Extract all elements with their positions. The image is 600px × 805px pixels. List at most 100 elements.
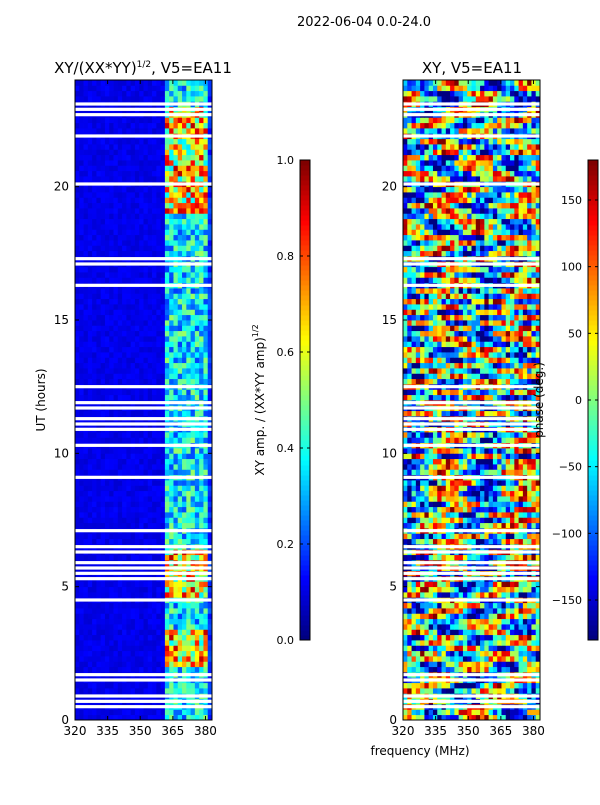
amplitude-heatmap-cell — [135, 331, 140, 337]
amplitude-heatmap-cell — [131, 187, 136, 193]
amplitude-heatmap-cell — [165, 251, 170, 257]
amplitude-heatmap-cell — [182, 411, 187, 417]
amplitude-heatmap-cell — [169, 389, 174, 395]
amplitude-heatmap-cell — [165, 224, 170, 230]
amplitude-heatmap-cell — [182, 160, 187, 166]
amplitude-heatmap-cell — [169, 533, 174, 539]
amplitude-heatmap-cell — [152, 464, 157, 470]
amplitude-heatmap-cell — [109, 336, 114, 342]
amplitude-colorbar-step — [300, 290, 310, 296]
amplitude-heatmap-cell — [195, 453, 200, 459]
amplitude-heatmap-cell — [126, 347, 131, 353]
amplitude-heatmap-cell — [101, 224, 106, 230]
amplitude-heatmap-cell — [161, 224, 166, 230]
amplitude-heatmap-cell — [118, 165, 123, 171]
amplitude-heatmap-cell — [75, 432, 80, 438]
data-gap-stripe — [75, 102, 212, 105]
amplitude-heatmap-cell — [109, 224, 114, 230]
phase-heatmap-cell — [454, 635, 459, 641]
amplitude-heatmap-cell — [92, 299, 97, 305]
amplitude-heatmap-cell — [169, 336, 174, 342]
amplitude-heatmap-cell — [161, 437, 166, 443]
amplitude-heatmap-cell — [105, 341, 110, 347]
phase-heatmap-cell — [472, 645, 477, 651]
phase-heatmap-cell — [446, 656, 451, 662]
amplitude-heatmap-cell — [139, 341, 144, 347]
amplitude-heatmap-cell — [88, 395, 93, 401]
amplitude-heatmap-cell — [88, 507, 93, 513]
phase-heatmap-cell — [514, 581, 519, 587]
amplitude-heatmap-cell — [165, 373, 170, 379]
phase-heatmap-cell — [501, 683, 506, 689]
amplitude-heatmap-cell — [148, 325, 153, 331]
amplitude-heatmap-cell — [126, 517, 131, 523]
data-gap-stripe — [75, 284, 212, 287]
amplitude-heatmap-cell — [88, 640, 93, 646]
amplitude-heatmap-cell — [156, 496, 161, 502]
amplitude-heatmap-cell — [156, 149, 161, 155]
amplitude-heatmap-cell — [126, 533, 131, 539]
amplitude-heatmap-cell — [144, 453, 149, 459]
amplitude-heatmap-cell — [79, 304, 84, 310]
amplitude-heatmap-cell — [148, 469, 153, 475]
amplitude-heatmap-cell — [114, 197, 119, 203]
amplitude-heatmap-cell — [195, 661, 200, 667]
amplitude-colorbar-step — [300, 190, 310, 196]
amplitude-heatmap-cell — [88, 523, 93, 529]
amplitude-heatmap-cell — [135, 629, 140, 635]
amplitude-heatmap-cell — [131, 325, 136, 331]
amplitude-heatmap-cell — [79, 640, 84, 646]
amplitude-heatmap-cell — [109, 448, 114, 454]
amplitude-heatmap-cell — [203, 501, 208, 507]
amplitude-colorbar-step — [300, 540, 310, 546]
amplitude-heatmap-cell — [195, 432, 200, 438]
amplitude-heatmap-cell — [178, 347, 183, 353]
amplitude-heatmap-cell — [88, 491, 93, 497]
amplitude-heatmap-cell — [92, 395, 97, 401]
amplitude-heatmap-cell — [139, 624, 144, 630]
amplitude-colorbar-step — [300, 280, 310, 286]
amplitude-heatmap-cell — [109, 245, 114, 251]
amplitude-heatmap-cell — [139, 192, 144, 198]
amplitude-heatmap-cell — [156, 240, 161, 246]
amplitude-heatmap-cell — [156, 315, 161, 321]
phase-heatmap-cell — [484, 635, 489, 641]
phase-heatmap-cell — [480, 667, 485, 673]
amplitude-heatmap-cell — [156, 347, 161, 353]
amplitude-heatmap-cell — [118, 272, 123, 278]
amplitude-heatmap-cell — [139, 363, 144, 369]
amplitude-heatmap-cell — [75, 96, 80, 102]
amplitude-heatmap-cell — [79, 517, 84, 523]
amplitude-heatmap-cell — [88, 91, 93, 97]
phase-heatmap-cell — [527, 661, 532, 667]
amplitude-heatmap-cell — [139, 581, 144, 587]
amplitude-colorbar-step — [300, 380, 310, 386]
amplitude-heatmap-cell — [101, 507, 106, 513]
phase-heatmap-cell — [480, 709, 485, 715]
amplitude-heatmap-cell — [199, 251, 204, 257]
amplitude-heatmap-cell — [92, 651, 97, 657]
amplitude-heatmap-cell — [195, 288, 200, 294]
phase-heatmap-cell — [459, 651, 464, 657]
amplitude-heatmap-cell — [186, 507, 191, 513]
amplitude-heatmap-cell — [191, 437, 196, 443]
amplitude-heatmap-cell — [126, 80, 131, 86]
amplitude-heatmap-cell — [148, 331, 153, 337]
amplitude-heatmap-cell — [122, 277, 127, 283]
amplitude-heatmap-cell — [105, 91, 110, 97]
amplitude-heatmap-cell — [139, 656, 144, 662]
amplitude-colorbar-step — [300, 580, 310, 586]
amplitude-heatmap-cell — [114, 491, 119, 497]
phase-heatmap-cell — [501, 619, 506, 625]
phase-heatmap-cell — [514, 645, 519, 651]
amplitude-heatmap-cell — [178, 539, 183, 545]
amplitude-heatmap-cell — [96, 277, 101, 283]
data-gap-stripe — [75, 566, 212, 569]
phase-heatmap-cell — [514, 667, 519, 673]
amplitude-heatmap-cell — [161, 155, 166, 161]
amplitude-heatmap-cell — [195, 395, 200, 401]
phase-heatmap-cell — [437, 656, 442, 662]
amplitude-heatmap-cell — [135, 661, 140, 667]
phase-heatmap-cell — [480, 688, 485, 694]
amplitude-heatmap-cell — [92, 491, 97, 497]
